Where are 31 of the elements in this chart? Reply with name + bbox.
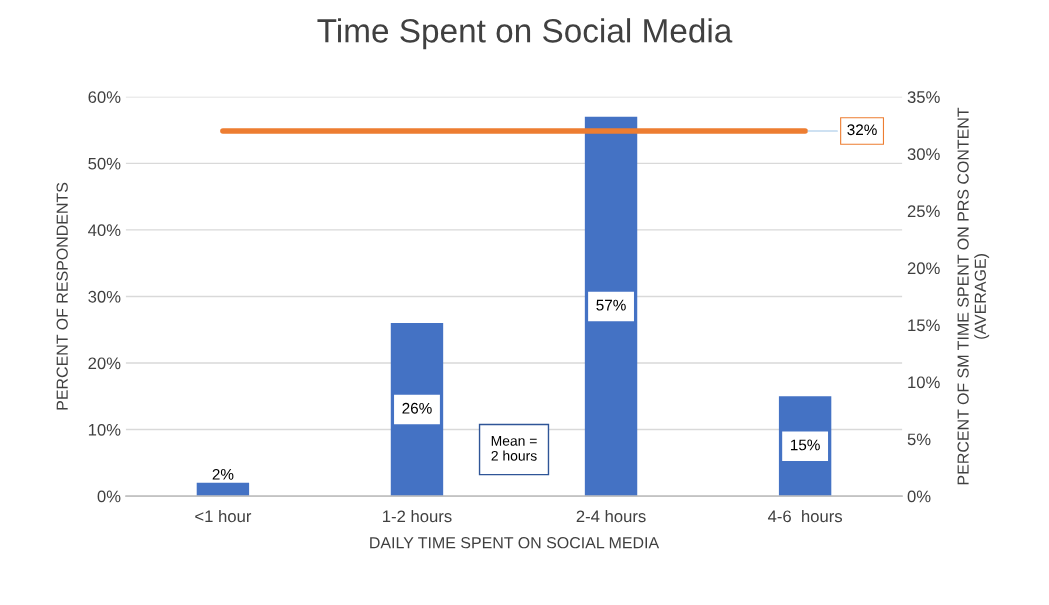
y2-tick-label: 10% bbox=[908, 376, 940, 389]
data-label: 57% bbox=[596, 299, 626, 311]
y2-tick-label: 15% bbox=[908, 319, 940, 332]
y-tick-label: 20% bbox=[88, 357, 121, 370]
x-axis-title: DAILY TIME SPENT ON SOCIAL MEDIA bbox=[370, 537, 660, 549]
data-label: 26% bbox=[402, 402, 432, 414]
y2-tick-label: 20% bbox=[907, 262, 940, 275]
bar bbox=[584, 116, 638, 497]
y-tick-label: 60% bbox=[88, 91, 121, 103]
annotation: Mean = 2 hours bbox=[491, 436, 537, 461]
data-label: 32% bbox=[847, 124, 877, 136]
data-label: 15% bbox=[790, 439, 820, 451]
x-tick-label: 1-2 hours bbox=[383, 509, 452, 523]
y-tick-label: 30% bbox=[88, 290, 121, 303]
y2-tick-label: 0% bbox=[907, 490, 931, 503]
y-tick-label: 0% bbox=[97, 490, 121, 503]
y-tick-label: 10% bbox=[88, 423, 121, 436]
y2-axis-title: PERCENT OF SM TIME SPENT ON PRS CONTENT (AVERAGE) bbox=[957, 107, 990, 485]
y-tick-label: 50% bbox=[88, 157, 121, 170]
y-tick-label: 40% bbox=[88, 224, 121, 237]
chart-title: Time Spent on Social Media bbox=[317, 18, 733, 50]
y2-tick-label: 5% bbox=[907, 433, 931, 446]
y2-tick-label: 25% bbox=[907, 205, 940, 218]
x-tick-label: 4-6 hours bbox=[767, 509, 843, 523]
y2-tick-label: 35% bbox=[907, 91, 940, 103]
y-axis-title: PERCENT OF RESPONDENTS bbox=[56, 182, 68, 410]
bar bbox=[196, 482, 250, 497]
x-tick-label: <1 hour bbox=[195, 509, 252, 523]
data-label: 2% bbox=[212, 468, 234, 480]
x-tick-label: 2-4 hours bbox=[576, 509, 646, 523]
y2-tick-label: 30% bbox=[907, 148, 940, 161]
